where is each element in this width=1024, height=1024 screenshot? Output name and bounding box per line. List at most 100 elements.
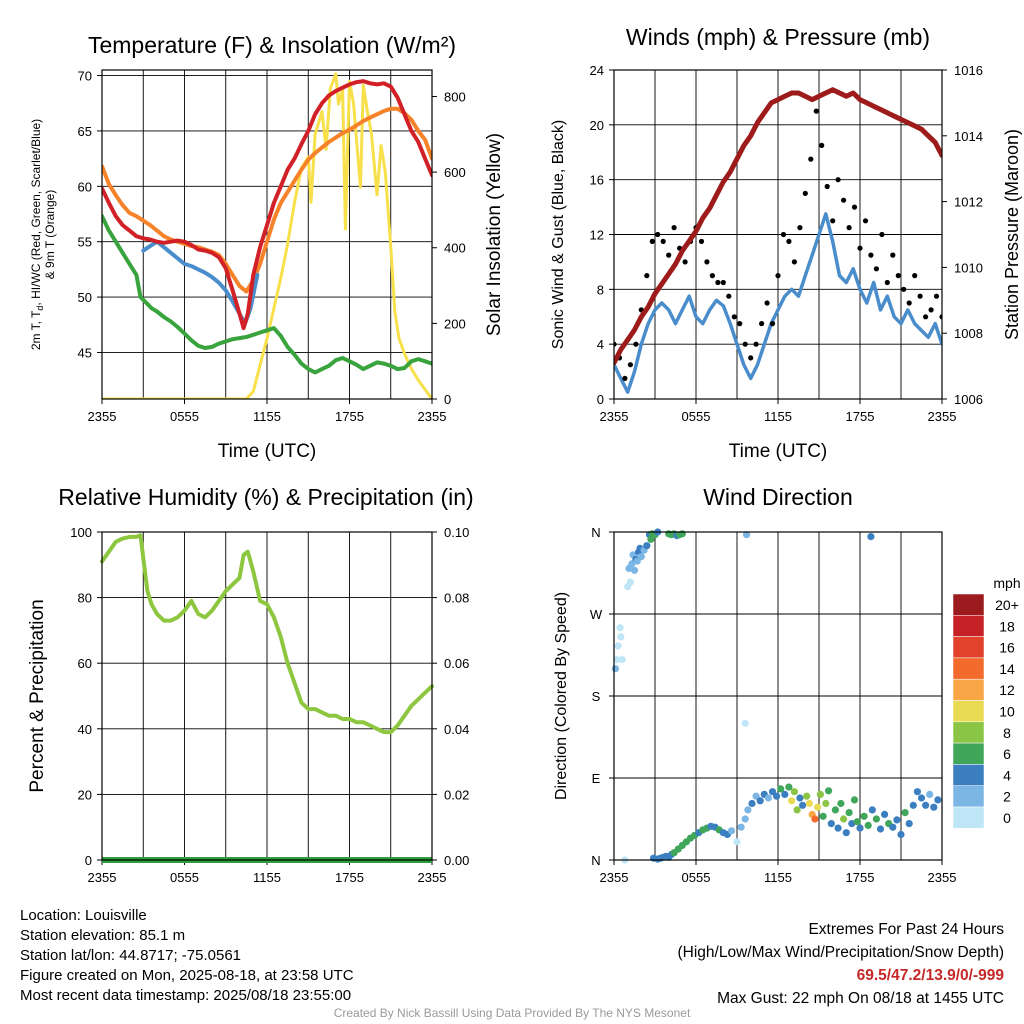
direction-point <box>799 801 807 809</box>
direction-point <box>647 535 655 543</box>
direction-point <box>630 566 639 574</box>
gust-point <box>660 238 666 244</box>
direction-point <box>819 812 827 820</box>
series-line <box>102 214 432 375</box>
temp-xlabel: Time (UTC) <box>218 441 317 462</box>
y2-tick-label: 800 <box>444 89 466 104</box>
temp-series <box>102 72 432 399</box>
colorbar-label: 6 <box>1003 746 1011 762</box>
gust-point <box>731 314 737 320</box>
gust-point <box>775 273 781 279</box>
gust-point <box>879 231 885 238</box>
gust-point <box>726 293 732 299</box>
wind-y2label: Station Pressure (Maroon) <box>1002 129 1022 340</box>
direction-point <box>822 799 830 808</box>
colorbar-label: 14 <box>999 661 1015 677</box>
direction-point <box>889 823 897 831</box>
direction-point <box>816 790 825 799</box>
direction-point <box>901 809 909 817</box>
direction-point <box>934 796 942 804</box>
direction-point <box>764 794 773 802</box>
wind-ylabel: Sonic Wind & Gust (Blue, Black) <box>550 120 567 349</box>
direction-point <box>837 799 845 808</box>
gust-point <box>917 293 923 299</box>
y-tick-label: 20 <box>78 787 92 802</box>
colorbar-label: 8 <box>1003 725 1011 741</box>
gust-point <box>614 341 617 347</box>
direction-point <box>853 818 861 826</box>
colorbar-swatch <box>952 657 985 680</box>
colorbar-swatch <box>952 742 985 765</box>
direction-point <box>613 656 621 664</box>
colorbar-swatch <box>952 721 985 744</box>
extremes-box: Extremes For Past 24 Hours (High/Low/Max… <box>678 918 1005 1010</box>
elevation-text: Station elevation: 85.1 m <box>20 927 186 944</box>
colorbar-label: 0 <box>1003 810 1011 826</box>
y2-tick-label: 0.02 <box>444 787 469 802</box>
series-line <box>100 533 434 735</box>
x-tick-label: 2355 <box>928 409 957 424</box>
direction-point <box>814 803 822 811</box>
direction-point <box>611 665 620 673</box>
station-info: Location: Louisville Station elevation: … <box>20 906 354 1006</box>
x-tick-label: 2355 <box>418 870 447 885</box>
direction-point <box>917 794 926 802</box>
y-tick-label: 12 <box>590 228 604 243</box>
direction-point <box>905 820 913 828</box>
colorbar-swatch <box>952 615 985 637</box>
series-line <box>614 87 942 366</box>
footer-credit: Created By Nick Bassill Using Data Provi… <box>333 1006 691 1020</box>
y2-tick-label: 400 <box>444 241 466 256</box>
recent-text: Most recent data timestamp: 2025/08/18 2… <box>20 987 352 1004</box>
y-tick-label: E <box>592 771 601 786</box>
panel-temperature: 2355 0555 1155 1755 2355 45 50 55 60 65 70 0 200 400 6… <box>29 32 505 462</box>
gust-point <box>901 286 907 292</box>
direction-point <box>756 797 764 805</box>
direction-point <box>616 624 624 632</box>
y2-tick-label: 1008 <box>954 326 983 341</box>
direction-point <box>752 792 760 800</box>
x-tick-label: 0555 <box>682 870 711 885</box>
gust-point <box>813 108 819 114</box>
direction-point <box>643 542 651 550</box>
x-tick-label: 2355 <box>600 870 629 885</box>
x-tick-label: 2355 <box>88 409 117 424</box>
gust-point <box>698 238 705 244</box>
gust-point <box>780 231 787 238</box>
colorbar-label: 4 <box>1003 767 1011 783</box>
direction-point <box>893 816 901 824</box>
direction-point <box>840 815 848 823</box>
colorbar-swatch <box>952 593 985 616</box>
y-tick-label: 0 <box>597 392 604 407</box>
direction-point <box>845 809 853 817</box>
y-tick-label: N <box>591 525 600 540</box>
series-line <box>102 106 432 294</box>
colorbar-swatch <box>952 636 985 659</box>
gust-point <box>890 252 896 258</box>
direction-point <box>848 820 856 828</box>
gust-point <box>666 252 672 258</box>
y2-tick-label: 0.10 <box>444 525 469 540</box>
direction-point <box>741 815 749 823</box>
direction-point <box>922 801 930 809</box>
panel-humidity: 2355 0555 1155 1755 2355 0 20 40 60 80 100 0.00 0.02… <box>27 484 474 885</box>
y-tick-label: 60 <box>78 656 92 671</box>
temp-ylabel-line2: & 9m T (Orange) <box>43 190 57 280</box>
rh-ylabel: Percent & Precipitation <box>27 599 48 792</box>
direction-point <box>909 801 917 809</box>
direction-point <box>881 810 889 819</box>
location-text: Location: Louisville <box>20 907 147 924</box>
direction-point <box>637 553 645 561</box>
temp-title: Temperature (F) & Insolation (W/m²) <box>88 32 456 58</box>
gust-point <box>912 273 918 279</box>
x-tick-label: 2355 <box>600 409 629 424</box>
colorbar-swatch <box>952 700 985 723</box>
gust-point <box>862 218 869 224</box>
y-tick-label: 60 <box>78 179 92 194</box>
temp-y2label: Solar Insolation (Yellow) <box>484 133 505 336</box>
direction-point <box>930 803 938 811</box>
series-line <box>614 212 942 394</box>
direction-point <box>790 788 799 796</box>
y-tick-label: 100 <box>70 525 92 540</box>
